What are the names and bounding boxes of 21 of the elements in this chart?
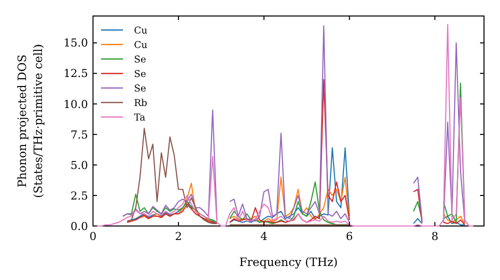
legend-label: Se [134, 83, 147, 94]
y-tick-label: 15.0 [64, 36, 88, 50]
legend-label: Se [134, 68, 147, 80]
legend-label: Se [134, 54, 147, 66]
legend-label: Rb [134, 98, 148, 109]
x-tick-label: 0 [90, 230, 96, 243]
legend-label: Cu [134, 25, 148, 36]
x-tick-label: 8 [431, 230, 438, 243]
legend-label: Ta [134, 112, 146, 124]
legend-label: Cu [134, 40, 148, 51]
y-tick-label: 2.5 [70, 189, 88, 202]
x-tick-label: 4 [260, 230, 268, 243]
x-axis-title: Frequency (THz) [239, 255, 338, 269]
x-tick-label: 2 [174, 230, 182, 243]
y-tick-label: 0.0 [70, 220, 88, 233]
x-tick-label: 6 [346, 230, 353, 243]
y-tick-label: 12.5 [64, 67, 88, 80]
y-tick-label: 5.0 [70, 158, 88, 172]
y-tick-label: 10.0 [64, 98, 88, 111]
y-tick-label: 7.5 [70, 128, 88, 142]
y-axis-title: Phonon projected DOS (States/THz·primitive cell) [15, 44, 45, 198]
